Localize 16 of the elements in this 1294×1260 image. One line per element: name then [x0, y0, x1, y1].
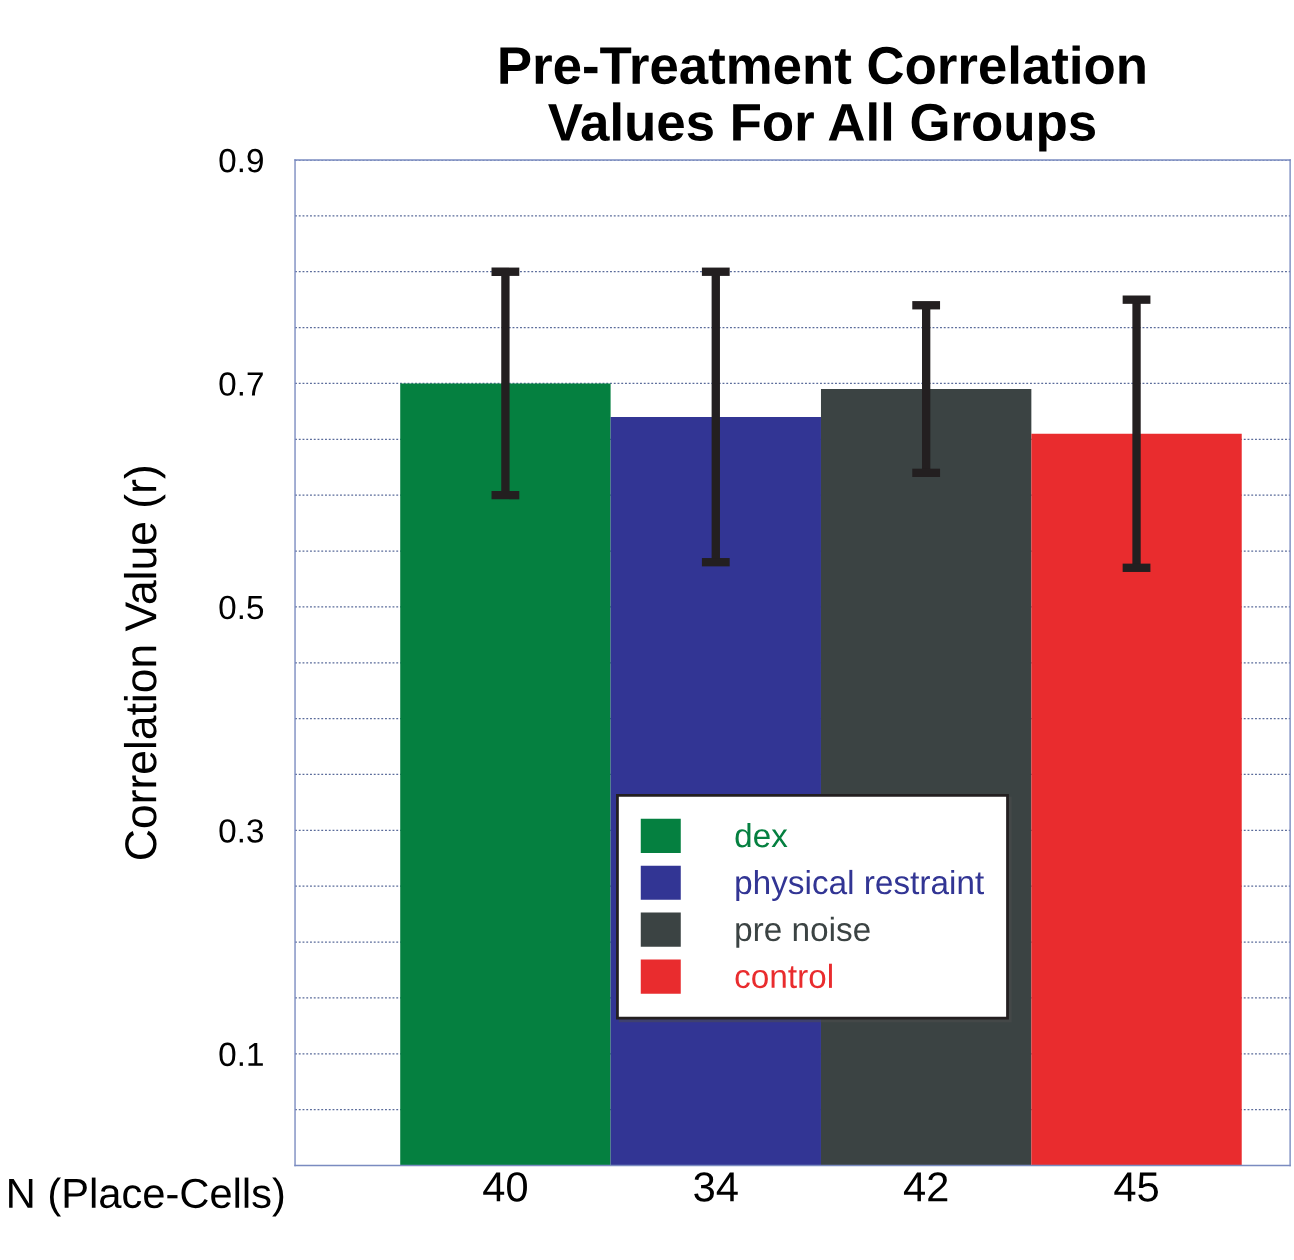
x-tick-label: 40 [483, 1172, 527, 1202]
legend-label: pre noise [736, 916, 870, 948]
legend-label: dex [735, 822, 788, 848]
y-tick-label: 0.9 [219, 148, 263, 173]
legend-label: physical restraint [736, 869, 984, 901]
y-tick-label: 0.1 [219, 1042, 263, 1067]
x-tick-label: 42 [903, 1172, 948, 1202]
y-tick-label: 0.7 [219, 372, 263, 396]
x-tick-label: 45 [1114, 1172, 1158, 1202]
y-axis-title: Correlation Value (r) [123, 467, 166, 859]
x-axis-title: N (Place-Cells) [9, 1177, 284, 1217]
y-tick-label: 0.5 [219, 595, 264, 620]
legend-label: control [735, 963, 832, 989]
chart-title: Pre-Treatment Correlation Values For All Groups [500, 45, 1145, 152]
x-tick-label: 34 [694, 1172, 738, 1202]
y-tick-label: 0.3 [219, 819, 264, 843]
